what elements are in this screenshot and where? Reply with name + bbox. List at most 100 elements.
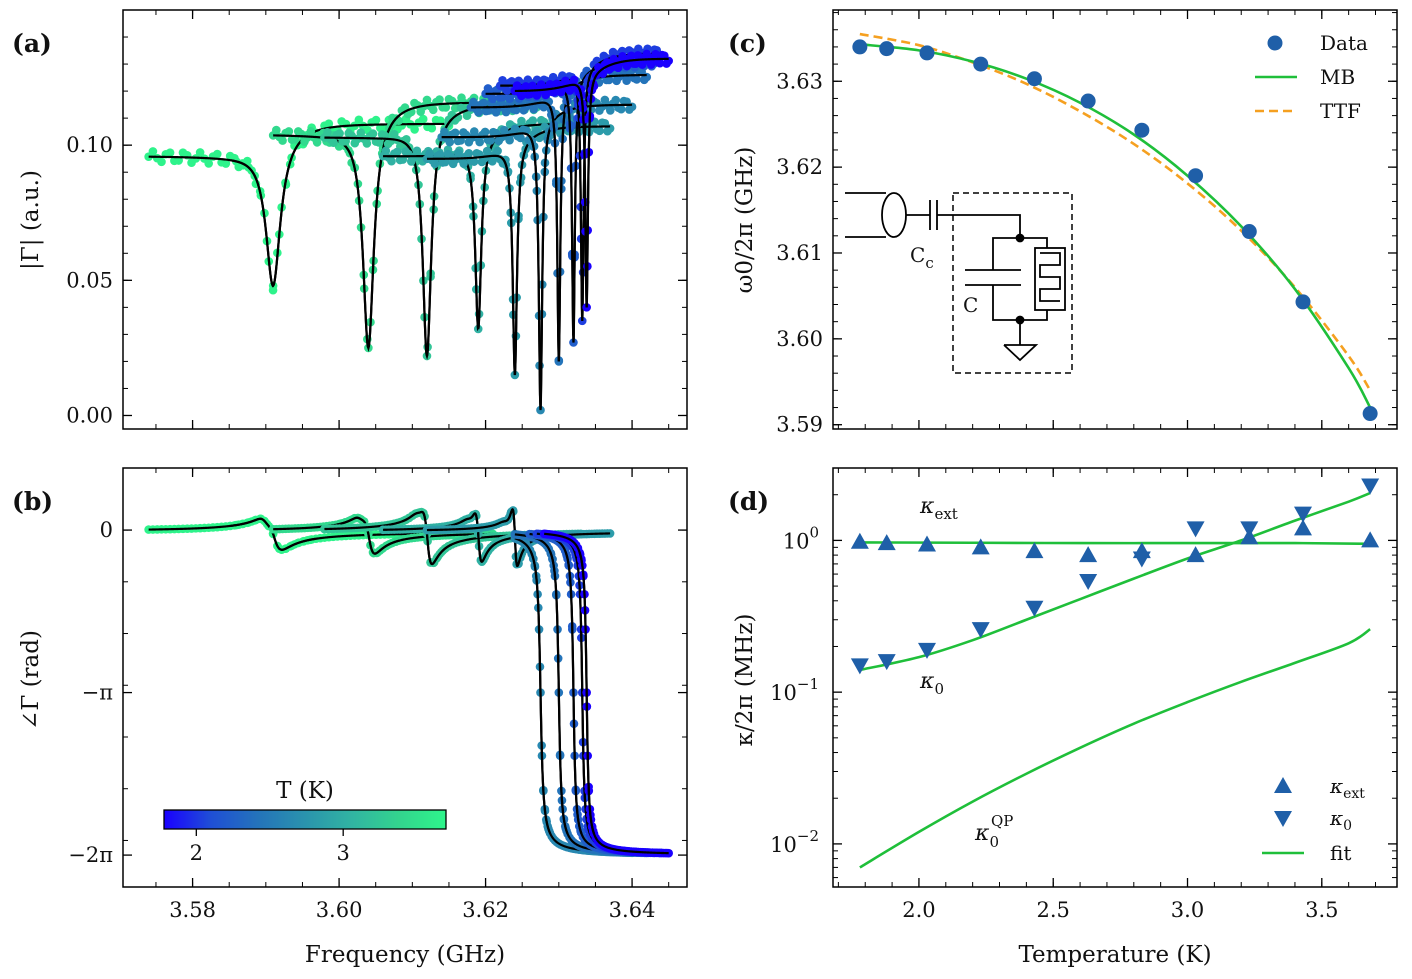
data-point xyxy=(502,86,512,95)
data-point xyxy=(284,127,294,136)
kext-point xyxy=(850,532,869,549)
data-point xyxy=(505,135,514,145)
data-point xyxy=(486,136,495,145)
data-point xyxy=(1026,71,1042,87)
panel-d-plot-area xyxy=(850,478,1380,869)
data-point xyxy=(517,91,526,101)
data-point xyxy=(387,156,396,166)
data-point xyxy=(435,150,445,159)
annot-k0-sub: 0 xyxy=(934,680,944,698)
kext-point xyxy=(971,538,990,555)
fit-line-resonance xyxy=(460,512,497,563)
fit-line-resonance xyxy=(564,550,583,835)
panel-b-ylabel: ∠Γ (rad) xyxy=(18,630,44,730)
data-point xyxy=(498,75,507,85)
inductor-body xyxy=(1034,247,1066,311)
data-point xyxy=(483,84,493,93)
y-tick-label: 0 xyxy=(100,518,113,542)
y-tick-label: 3.62 xyxy=(776,155,823,179)
panel-c-ylabel: ω0/2π (GHz) xyxy=(732,147,758,294)
panel-c-ticks: 3.59 3.60 3.61 3.62 3.63 xyxy=(776,10,1397,437)
y-tick-label: 10−2 xyxy=(770,827,819,857)
fit-line xyxy=(544,532,669,855)
panel-c-plot-area xyxy=(852,32,1378,422)
data-point xyxy=(521,82,531,91)
data-point xyxy=(430,159,440,169)
panel-b-xlabel: Frequency (GHz) xyxy=(305,942,505,968)
fit-line-resonance xyxy=(501,145,529,376)
kext-point xyxy=(918,535,936,552)
fit-line-resonance xyxy=(336,113,401,352)
panel-a: (a) 0.00 0.05 0.10 |Γ| (a.u.) xyxy=(12,9,688,430)
panel-a-plot-area xyxy=(144,44,673,415)
k0-point xyxy=(1132,551,1151,568)
data-point xyxy=(362,139,372,148)
panel-d-frame xyxy=(832,467,1398,888)
legend-ttf-label: TTF xyxy=(1320,99,1361,123)
tick-base: 10 xyxy=(770,833,797,857)
data-point xyxy=(510,124,520,134)
fit-line-resonance xyxy=(230,130,316,288)
panel-c-label: (c) xyxy=(728,29,767,58)
inset-cc-sub: c xyxy=(925,254,933,272)
k0-point xyxy=(971,622,990,639)
annot-kext: κext xyxy=(919,494,958,523)
data-point xyxy=(371,115,381,125)
tick-exponent: 0 xyxy=(809,523,819,541)
y-tick-label: −2π xyxy=(68,843,113,867)
data-point xyxy=(631,59,641,68)
annot-kqp-main: κ xyxy=(974,821,990,846)
tick-exponent: −1 xyxy=(797,675,819,693)
panel-c-legend: Data MB TTF xyxy=(1255,31,1368,123)
fit-line-resonance xyxy=(549,550,569,835)
k0-point xyxy=(1025,600,1044,617)
data-point xyxy=(973,56,989,72)
inset-cc-main: C xyxy=(910,243,925,267)
y-tick-label: 3.61 xyxy=(776,241,823,265)
data-point xyxy=(381,146,391,156)
data-point xyxy=(221,159,231,168)
data-point xyxy=(529,104,539,114)
inductor-meander xyxy=(1039,252,1061,302)
data-point xyxy=(550,88,559,97)
data-point xyxy=(655,58,665,68)
panel-a-ticks: 0.00 0.05 0.10 xyxy=(66,10,687,429)
panel-b-frame xyxy=(122,467,688,888)
data-point xyxy=(459,159,468,168)
x-tick-label: 3.62 xyxy=(462,898,509,922)
x-tick-label: 2.5 xyxy=(1037,898,1070,922)
data-point xyxy=(450,128,460,138)
x-tick-label: 3.5 xyxy=(1305,898,1338,922)
data-point xyxy=(469,97,478,107)
y-tick-label: 0.00 xyxy=(66,403,113,427)
kext-point xyxy=(1294,519,1312,536)
panel-a-ylabel: |Γ| (a.u.) xyxy=(18,170,44,270)
data-point xyxy=(324,119,334,129)
legend-kext-marker xyxy=(1274,777,1292,793)
fit-line-resonance xyxy=(230,517,316,551)
data-point xyxy=(354,115,364,125)
data-point xyxy=(511,105,521,115)
data-point xyxy=(157,157,166,167)
legend-mb-label: MB xyxy=(1320,65,1355,89)
data-point xyxy=(622,76,631,86)
fit-line-resonance xyxy=(573,550,592,835)
panel-d-legend: κext κ0 fit xyxy=(1262,774,1365,865)
data-point xyxy=(440,157,450,167)
panel-d-ylabel: κ/2π (MHz) xyxy=(732,614,758,747)
data-point xyxy=(204,159,213,168)
data-point xyxy=(425,149,434,158)
legend-kext-label: κext xyxy=(1329,774,1365,802)
fit-line-resonance xyxy=(578,80,596,308)
data-point xyxy=(852,39,868,55)
data-point xyxy=(484,106,493,115)
legend-fit-label: fit xyxy=(1330,841,1351,865)
legend-data-marker xyxy=(1267,35,1283,51)
panel-c: (c) 3.59 3.60 3.61 3.62 3.63 ω0/2π (GHz) Dat… xyxy=(728,9,1398,437)
y-tick-label: −π xyxy=(82,681,114,705)
data-point xyxy=(541,90,550,100)
data-point xyxy=(528,116,538,125)
data-point xyxy=(398,155,408,164)
